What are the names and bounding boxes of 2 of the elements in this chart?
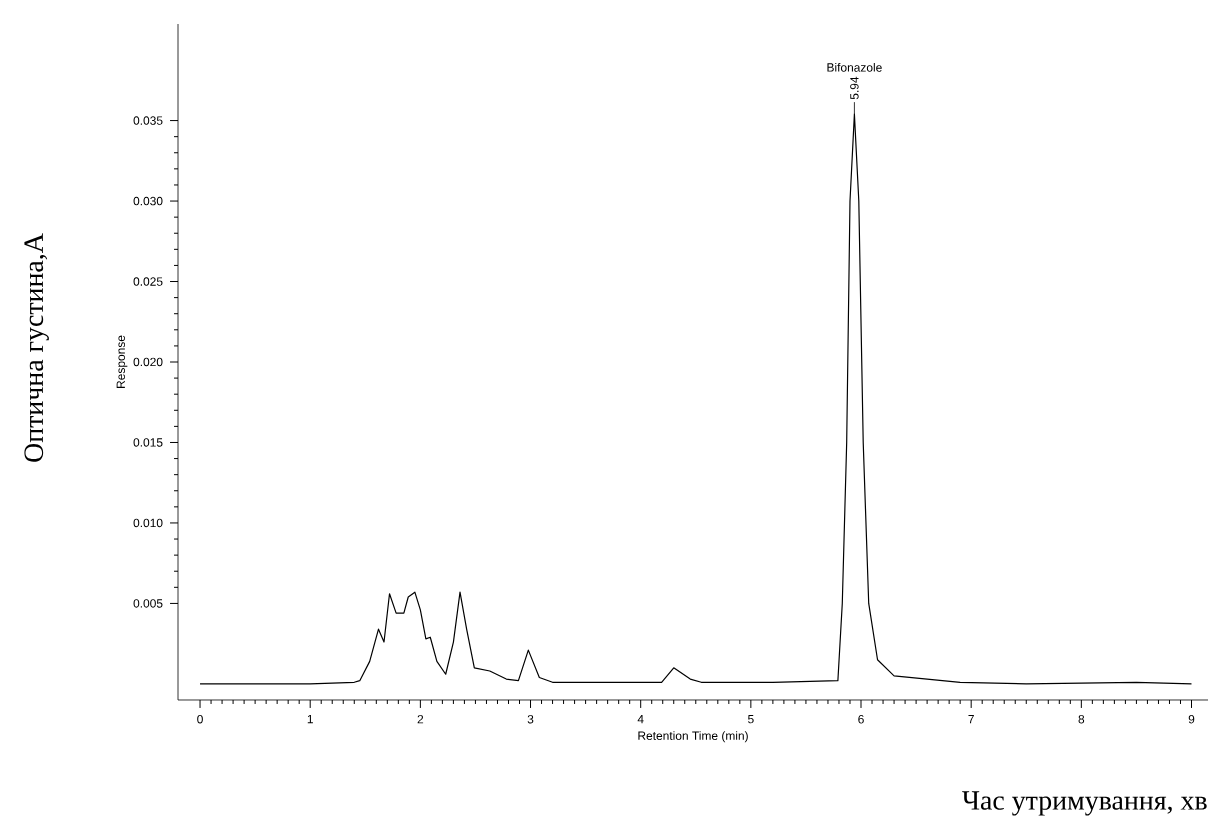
text: Час утримування, хв	[962, 791, 1207, 816]
text: Оптична густина,А	[24, 233, 49, 462]
